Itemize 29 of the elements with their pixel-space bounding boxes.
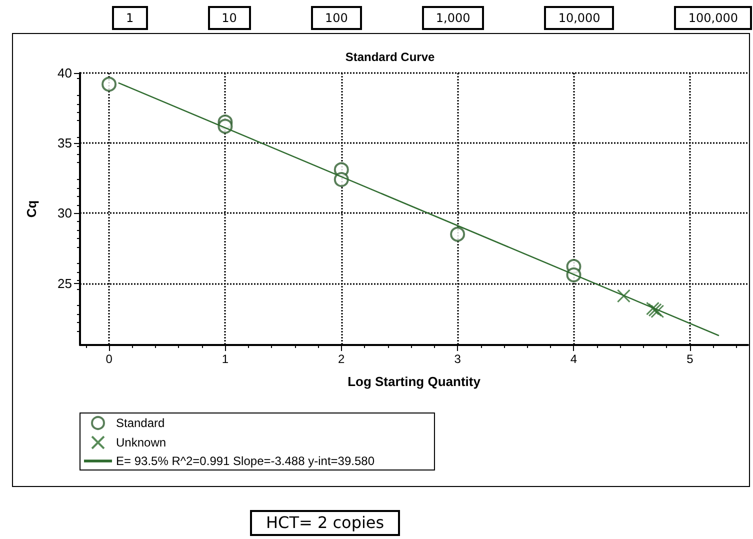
text: 100,000 — [674, 6, 752, 30]
y-tick-label: 25 — [58, 276, 72, 291]
x-tick-label: 3 — [454, 352, 462, 366]
text: 10 — [208, 6, 251, 30]
text: 10,000 — [544, 6, 614, 30]
x-tick-label: 1 — [222, 352, 229, 366]
text: 1 — [112, 6, 148, 30]
legend-label: Standard — [116, 416, 165, 430]
text: 100 — [310, 6, 362, 30]
x-tick-label: 2 — [338, 352, 346, 366]
legend-label: Unknown — [116, 436, 166, 450]
y-tick-label: 35 — [58, 136, 72, 151]
x-tick-label: 0 — [106, 352, 113, 366]
point — [648, 303, 662, 317]
y-axis-title: Cq — [24, 200, 39, 218]
point — [650, 304, 664, 318]
chart-title: Standard Curve — [345, 50, 435, 64]
x-axis-title: Log Starting Quantity — [348, 374, 482, 389]
point — [616, 289, 630, 303]
text: 1,000 — [422, 6, 484, 30]
point — [102, 76, 117, 92]
point — [646, 302, 660, 316]
y-tick-label: 40 — [58, 66, 72, 80]
text: HCT= 2 copies — [250, 510, 400, 536]
point — [450, 226, 466, 242]
x-tick-label: 4 — [570, 352, 578, 366]
x-tick-label: 5 — [686, 352, 694, 366]
legend-label: E= 93.5% R^2=0.991 Slope=-3.488 y-int=39.580 — [116, 454, 375, 468]
y-tick-label: 30 — [58, 206, 72, 221]
